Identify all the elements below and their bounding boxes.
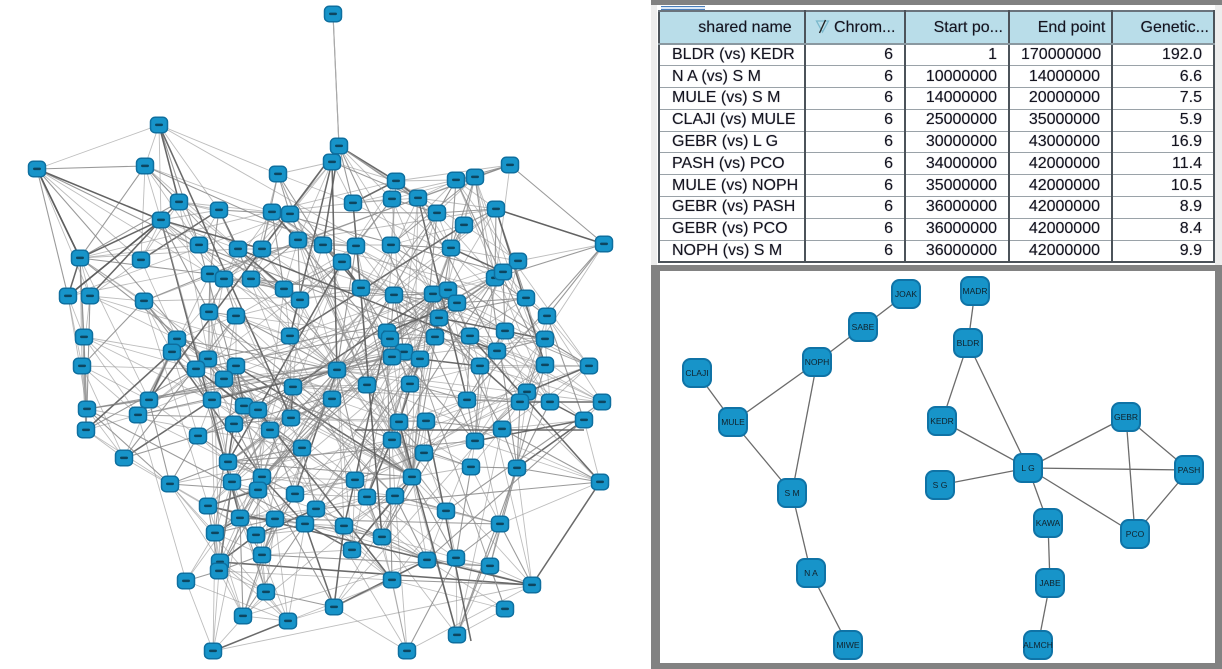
svg-text:MADR: MADR [962,286,987,296]
svg-text:BLDR: BLDR [957,338,980,348]
svg-text:JOAK: JOAK [895,289,918,299]
svg-text:JABE: JABE [1039,578,1061,588]
svg-text:KAWA: KAWA [1036,518,1061,528]
svg-text:ALMCH: ALMCH [1023,640,1053,650]
svg-text:N A: N A [804,568,818,578]
svg-text:MIWE: MIWE [836,640,859,650]
svg-text:KEDR: KEDR [930,416,954,426]
svg-text:NOPH: NOPH [805,357,830,367]
svg-text:S M: S M [784,488,799,498]
svg-text:CLAJI: CLAJI [685,368,708,378]
svg-text:PASH: PASH [1178,465,1201,475]
svg-text:PCO: PCO [1126,529,1145,539]
svg-text:SABE: SABE [852,322,875,332]
svg-text:S G: S G [933,480,948,490]
svg-text:MULE: MULE [721,417,745,427]
svg-text:GEBR: GEBR [1114,412,1138,422]
svg-text:L G: L G [1021,463,1034,473]
